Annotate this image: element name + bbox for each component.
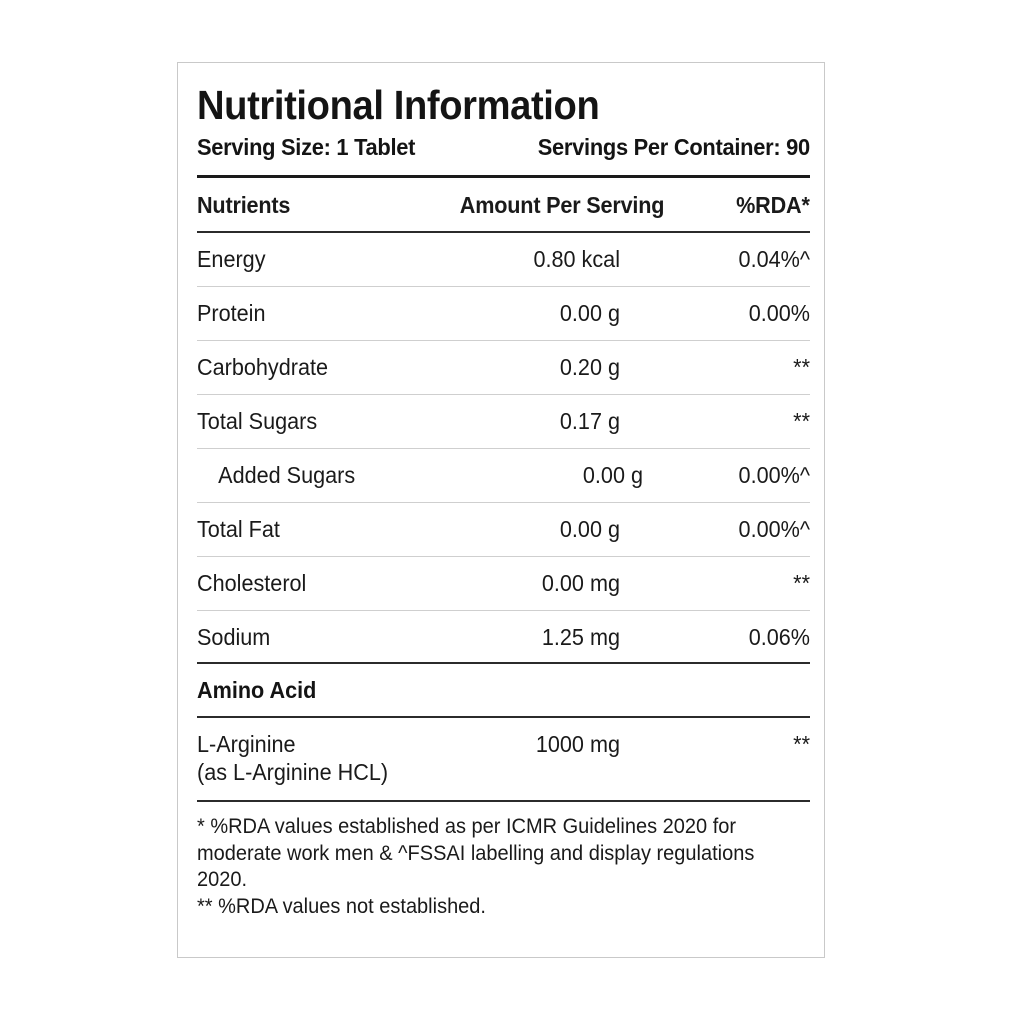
footnote-rda-source: * %RDA values established as per ICMR Gu… — [197, 814, 755, 891]
table-row: Energy 0.80 kcal 0.04%^ — [197, 233, 810, 286]
nutrient-name: Carbohydrate — [197, 354, 328, 380]
nutrient-name: Total Sugars — [197, 408, 318, 434]
table-row: Total Fat 0.00 g 0.00%^ — [197, 503, 810, 556]
servings-per-container-text: Servings Per Container: 90 — [537, 134, 810, 160]
column-header-amount-per-serving: Amount Per Serving — [459, 192, 665, 218]
column-header-rda: %RDA* — [736, 192, 810, 218]
page-title: Nutritional Information — [197, 82, 600, 128]
nutrient-amount: 0.80 kcal — [533, 246, 620, 272]
header-divider-thick — [197, 175, 810, 178]
serving-size-text: Serving Size: 1 Tablet — [197, 134, 416, 160]
table-row: Carbohydrate 0.20 g ** — [197, 341, 810, 394]
nutrition-facts-panel: Nutritional Information Serving Size: 1 … — [177, 62, 825, 958]
row-divider — [197, 340, 810, 341]
row-divider — [197, 502, 810, 503]
nutrition-facts-content: Nutritional Information Serving Size: 1 … — [197, 63, 810, 957]
nutrient-amount: 1.25 mg — [541, 624, 620, 650]
nutrient-name: Added Sugars — [218, 462, 356, 488]
section-heading-amino-acid: Amino Acid — [197, 677, 317, 703]
nutrient-rda: 0.06% — [748, 624, 810, 650]
nutrient-name: Sodium — [197, 624, 271, 650]
table-row-sub: Added Sugars 0.00 g 0.00%^ — [197, 449, 810, 502]
nutrient-amount: 0.00 g — [582, 462, 643, 488]
table-row: L-Arginine (as L-Arginine HCL) 1000 mg *… — [197, 718, 810, 800]
table-row: Protein 0.00 g 0.00% — [197, 287, 810, 340]
table-row: Sodium 1.25 mg 0.06% — [197, 611, 810, 662]
amino-acid-section-top-divider — [197, 662, 810, 664]
row-divider — [197, 556, 810, 557]
nutrient-amount: 0.17 g — [559, 408, 620, 434]
nutrient-amount: 0.00 g — [559, 516, 620, 542]
table-row: Cholesterol 0.00 mg ** — [197, 557, 810, 610]
nutrient-rda: 0.00%^ — [738, 462, 810, 488]
nutrient-rda: 0.00%^ — [738, 516, 810, 542]
footnotes-divider — [197, 800, 810, 802]
table-column-headers: Nutrients Amount Per Serving %RDA* — [197, 178, 810, 231]
amino-acid-primary-name: L-Arginine — [197, 731, 296, 757]
nutrient-name: Energy — [197, 246, 266, 272]
amino-acid-heading-divider — [197, 716, 810, 718]
amino-acid-amount: 1000 mg — [535, 731, 620, 757]
amino-acid-rda: ** — [793, 731, 810, 757]
row-divider — [197, 610, 810, 611]
table-row: Total Sugars 0.17 g ** — [197, 395, 810, 448]
nutrient-amount: 0.00 mg — [541, 570, 620, 596]
nutrient-amount: 0.00 g — [559, 300, 620, 326]
nutrient-rda: ** — [793, 570, 810, 596]
footnote-not-established: ** %RDA values not established. — [197, 893, 486, 918]
column-header-nutrients: Nutrients — [197, 192, 291, 218]
serving-info-line: Serving Size: 1 Tablet Servings Per Cont… — [197, 132, 810, 162]
nutrient-name: Cholesterol — [197, 570, 307, 596]
nutrient-amount: 0.20 g — [559, 354, 620, 380]
row-divider — [197, 448, 810, 449]
nutrient-rda: ** — [793, 408, 810, 434]
nutrient-rda: 0.04%^ — [738, 246, 810, 272]
row-divider — [197, 394, 810, 395]
amino-acid-source-name: (as L-Arginine HCL) — [197, 759, 389, 785]
footnotes: * %RDA values established as per ICMR Gu… — [197, 802, 810, 919]
nutrient-name: Protein — [197, 300, 266, 326]
row-divider — [197, 286, 810, 287]
nutrient-rda: ** — [793, 354, 810, 380]
nutrient-name: Total Fat — [197, 516, 280, 542]
nutrient-rda: 0.00% — [748, 300, 810, 326]
amino-acid-name: L-Arginine (as L-Arginine HCL) — [197, 731, 422, 787]
columns-divider — [197, 231, 810, 233]
